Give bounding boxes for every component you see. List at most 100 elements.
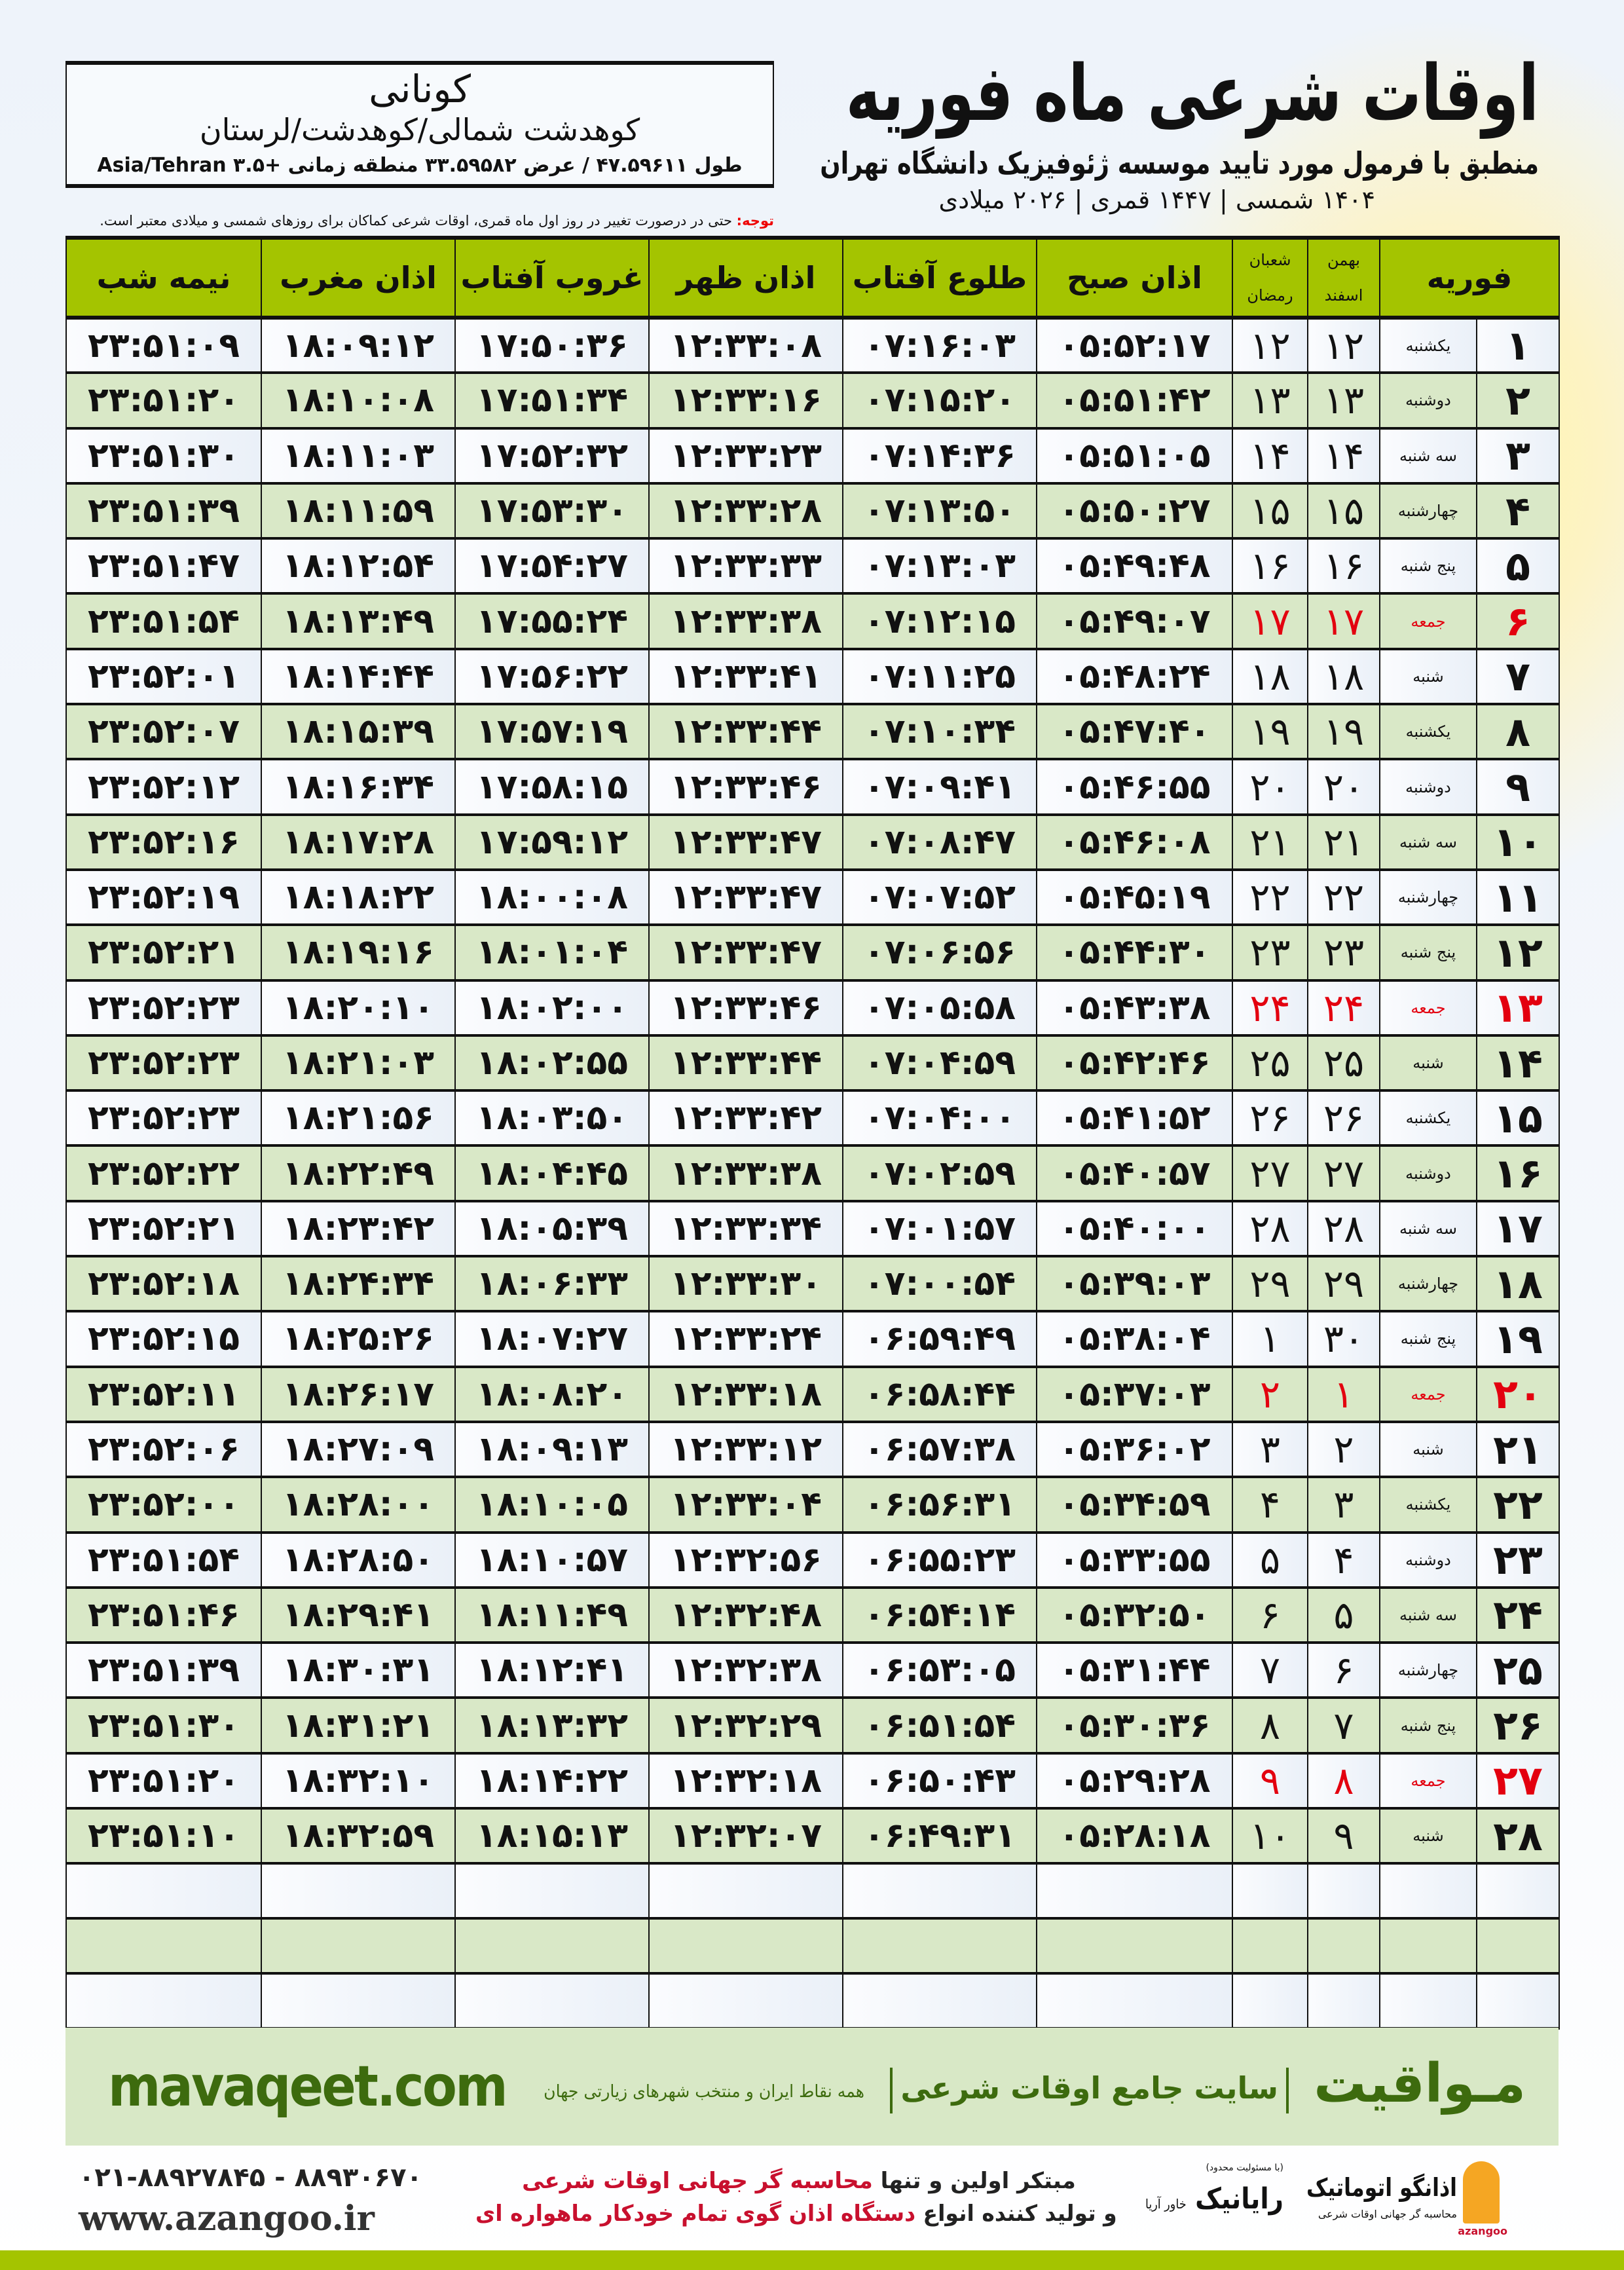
cell-text: سه شنبه: [1399, 1219, 1458, 1238]
azangoo-website[interactable]: www.azangoo.ir: [79, 2199, 375, 2239]
page-title: اوقات شرعی ماه فوریه: [845, 48, 1539, 138]
cell-text: ۱۵: [1249, 489, 1291, 534]
note-label: توجه:: [736, 213, 774, 229]
cell-text: ۰۶:۵۰:۴۳: [863, 1760, 1016, 1800]
cell-maghrib: ۱۸:۲۲:۴۹: [261, 1145, 456, 1202]
cell-dhuhr: ۱۲:۳۳:۴۴: [648, 1034, 843, 1092]
cell-text: ۲۰: [1493, 1370, 1543, 1419]
cell-dhuhr: ۱۲:۳۳:۴۴: [648, 703, 843, 761]
cell-midnight: ۲۳:۵۱:۴۷: [65, 538, 262, 595]
cell-text: ۹: [1259, 1758, 1281, 1803]
cell-text: ۱۲:۳۲:۵۶: [669, 1540, 822, 1580]
cell-sunset: ۱۸:۰۴:۴۵: [454, 1145, 650, 1202]
cell-weekday: دوشنبه: [1379, 1145, 1477, 1202]
cell-weekday: یکشنبه: [1379, 316, 1477, 375]
cell-sunset: ۱۷:۵۰:۳۶: [454, 316, 650, 375]
table-row: ۱۹ پنج شنبه ۳۰ ۱ ۰۵:۳۸:۰۴ ۰۶:۵۹:۴۹ ۱۲:۳۳:۲۴ ۱۸:…: [65, 1311, 1560, 1368]
cell-text: ۱۸:۰۰:۰۸: [475, 878, 629, 918]
empty-cell: [261, 1973, 456, 2030]
cell-text: ۱۲:۳۳:۴۱: [669, 656, 822, 696]
cell-lunar-day: ۶: [1232, 1586, 1308, 1645]
cell-text: ۱۸: [1493, 1259, 1543, 1308]
cell-day: ۱۹: [1476, 1311, 1560, 1368]
cell-text: چهارشنبه: [1397, 1661, 1459, 1680]
azangoo-en: azangoo: [1458, 2225, 1507, 2237]
cell-text: ۱۲:۳۳:۴۶: [669, 767, 822, 807]
cell-text: ۱۹: [1323, 709, 1365, 754]
cell-text: ۰۵:۴۹:۴۸: [1058, 546, 1211, 586]
header-lunar-bottom: رمضان: [1247, 286, 1293, 305]
cell-text: ۱۸:۱۰:۰۸: [282, 381, 435, 420]
cell-day: ۲۲: [1476, 1476, 1560, 1534]
cell-solar-day: ۲: [1307, 1421, 1380, 1479]
cell-text: ۰۵:۴۰:۰۰: [1058, 1208, 1211, 1248]
cell-text: شنبه: [1412, 667, 1444, 686]
cell-text: ۱۸:۱۱:۰۳: [282, 436, 435, 475]
rayanik-main: رایانیک خاور آریا: [1145, 2180, 1283, 2219]
azangoo-sub: محاسبه گر جهانی اوقات شرعی: [1318, 2208, 1457, 2220]
cell-solar-day: ۲۴: [1307, 979, 1380, 1037]
mavaqeet-site-link[interactable]: mavaqeet.com: [108, 2054, 508, 2119]
cell-text: ۱۷:۵۲:۳۲: [475, 436, 629, 475]
cell-text: ۰۶:۵۳:۰۵: [863, 1650, 1016, 1690]
table-row: ۱ یکشنبه ۱۲ ۱۲ ۰۵:۵۲:۱۷ ۰۷:۱۶:۰۳ ۱۲:۳۳:۰۸ ۱۷:۵۰…: [65, 316, 1560, 375]
cell-midnight: ۲۳:۵۱:۲۰: [65, 1752, 262, 1810]
cell-text: ۱۸:۰۱:۰۴: [475, 933, 629, 973]
cell-text: ۱۵: [1493, 1094, 1543, 1142]
cell-fajr: ۰۵:۴۶:۰۸: [1036, 813, 1233, 871]
cell-solar-day: ۵: [1307, 1586, 1380, 1645]
cell-fajr: ۰۵:۴۳:۳۸: [1036, 979, 1233, 1037]
cell-solar-day: ۱: [1307, 1366, 1380, 1423]
cell-sunset: ۱۷:۵۵:۲۴: [454, 593, 650, 650]
dome-icon: [1463, 2161, 1500, 2223]
cell-text: ۱۷: [1323, 599, 1365, 644]
cell-text: ۱۲:۳۳:۱۲: [669, 1430, 822, 1470]
azangoo-logo: اذانگو اتوماتیک محاسبه گر جهانی اوقات شر…: [1297, 2161, 1519, 2240]
cell-sunrise: ۰۷:۰۹:۴۱: [842, 758, 1037, 816]
cell-day: ۱: [1476, 316, 1560, 375]
cell-sunrise: ۰۷:۱۳:۵۰: [842, 482, 1037, 540]
cell-text: ۱۷:۵۴:۲۷: [475, 546, 629, 586]
table-row: ۳ سه شنبه ۱۴ ۱۴ ۰۵:۵۱:۰۵ ۰۷:۱۴:۳۶ ۱۲:۳۳:۲۳ ۱۷:۵…: [65, 427, 1560, 485]
cell-text: ۱۸:۰۷:۲۷: [475, 1319, 629, 1359]
cell-dhuhr: ۱۲:۳۳:۳۸: [648, 593, 843, 650]
bottom-bar: [0, 2250, 1624, 2270]
cell-solar-day: ۱۴: [1307, 427, 1380, 485]
cell-text: ۱۲:۳۲:۰۷: [669, 1816, 822, 1856]
cell-weekday: چهارشنبه: [1379, 1256, 1477, 1313]
cell-lunar-day: ۲۸: [1232, 1200, 1308, 1258]
cell-day: ۹: [1476, 758, 1560, 816]
cell-fajr: ۰۵:۴۷:۴۰: [1036, 703, 1233, 761]
cell-text: ۱۷:۵۷:۱۹: [475, 712, 629, 752]
cell-text: ۲۴: [1249, 985, 1291, 1030]
cell-text: ۱۸:۱۷:۲۸: [282, 822, 435, 862]
cell-maghrib: ۱۸:۲۸:۵۰: [261, 1531, 456, 1589]
cell-maghrib: ۱۸:۳۲:۱۰: [261, 1752, 456, 1810]
cell-text: ۱۸:۲۰:۱۰: [282, 988, 435, 1028]
cell-maghrib: ۱۸:۳۲:۵۹: [261, 1808, 456, 1865]
cell-text: ۱: [1259, 1316, 1281, 1362]
cell-text: ۰۷:۱۵:۲۰: [863, 381, 1016, 420]
cell-fajr: ۰۵:۴۶:۵۵: [1036, 758, 1233, 816]
cell-sunset: ۱۷:۵۹:۱۲: [454, 813, 650, 871]
cell-sunrise: ۰۷:۱۳:۰۳: [842, 538, 1037, 595]
cell-day: ۷: [1476, 648, 1560, 706]
cell-text: ۲۶: [1493, 1702, 1543, 1750]
cell-solar-day: ۲۷: [1307, 1145, 1380, 1202]
cell-midnight: ۲۳:۵۲:۲۱: [65, 1200, 262, 1258]
cell-text: ۷: [1259, 1648, 1281, 1693]
cell-dhuhr: ۱۲:۳۳:۴۶: [648, 758, 843, 816]
cell-text: دوشنبه: [1405, 391, 1451, 410]
cell-text: ۱۲:۳۳:۲۴: [669, 1319, 822, 1359]
cell-maghrib: ۱۸:۲۵:۲۶: [261, 1311, 456, 1368]
cell-dhuhr: ۱۲:۳۳:۱۶: [648, 372, 843, 430]
cell-fajr: ۰۵:۴۱:۵۲: [1036, 1090, 1233, 1147]
cell-text: ۱۲:۳۳:۳۸: [669, 1153, 822, 1193]
cell-text: ۲۵: [1323, 1041, 1365, 1085]
cell-midnight: ۲۳:۵۲:۲۳: [65, 1090, 262, 1147]
cell-text: ۱۲: [1323, 323, 1365, 368]
table-row: ۱۶ دوشنبه ۲۷ ۲۷ ۰۵:۴۰:۵۷ ۰۷:۰۲:۵۹ ۱۲:۳۳:۳۸ ۱۸:۰…: [65, 1145, 1560, 1202]
cell-dhuhr: ۱۲:۳۳:۰۴: [648, 1476, 843, 1534]
cell-text: ۱۸:۱۲:۴۱: [475, 1650, 629, 1690]
cell-sunrise: ۰۷:۱۱:۲۵: [842, 648, 1037, 706]
